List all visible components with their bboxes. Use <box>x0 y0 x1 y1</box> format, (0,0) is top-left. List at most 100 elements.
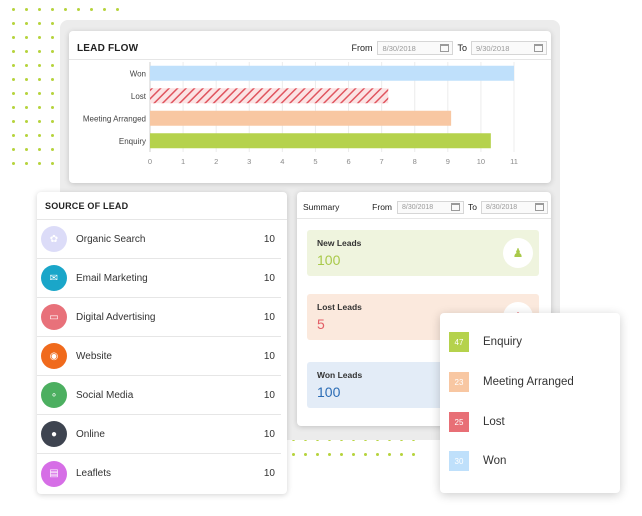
dot <box>400 453 403 456</box>
dot <box>352 453 355 456</box>
dot <box>12 8 15 11</box>
new-leads-value: 100 <box>317 252 341 268</box>
legend-label: Won <box>483 455 507 467</box>
lead-flow-title: LEAD FLOW <box>77 42 139 54</box>
legend-item: 30 Won <box>449 451 506 471</box>
source-item[interactable]: ✉ Email Marketing 10 <box>37 259 281 298</box>
summary-title: Summary <box>303 202 340 212</box>
to-date-value: 9/30/2018 <box>476 43 510 53</box>
source-list: ✿ Organic Search 10 ✉ Email Marketing 10… <box>37 219 287 493</box>
source-item[interactable]: ∘ Social Media 10 <box>37 376 281 415</box>
dot <box>12 120 15 123</box>
from-date-input[interactable]: 8/30/2018 <box>397 200 465 214</box>
dot <box>38 22 41 25</box>
legend-swatch: 25 <box>449 412 469 432</box>
won-leads-label: Won Leads <box>317 370 363 380</box>
lead-flow-header: LEAD FLOW From 8/30/2018 To 9/30/2018 <box>77 40 547 56</box>
lead-flow-chart-svg: 0 1 2 3 4 5 6 7 8 9 10 11 Won Lost Meeting Arranged Enq… <box>83 62 518 166</box>
x-tick-label: 0 <box>148 157 152 166</box>
source-count: 10 <box>263 389 275 401</box>
dot <box>51 106 54 109</box>
leaf-icon: ✿ <box>41 226 67 252</box>
dot <box>38 64 41 67</box>
y-category-label: Enquiry <box>119 137 146 146</box>
dot <box>51 64 54 67</box>
dot <box>51 8 54 11</box>
divider <box>69 59 551 60</box>
x-tick-label: 6 <box>346 157 350 166</box>
dot <box>376 453 379 456</box>
dot <box>38 162 41 165</box>
dot <box>25 92 28 95</box>
source-count: 10 <box>263 428 275 440</box>
dot <box>77 8 80 11</box>
y-category-label: Lost <box>131 92 147 101</box>
bar-enquiry <box>150 133 491 149</box>
won-leads-value: 100 <box>317 384 341 400</box>
dot <box>38 148 41 151</box>
globe-icon: ◉ <box>41 343 67 369</box>
dot <box>364 453 367 456</box>
dot <box>25 78 28 81</box>
dot <box>12 106 15 109</box>
source-item[interactable]: ▭ Digital Advertising 10 <box>37 298 281 337</box>
dot <box>38 120 41 123</box>
y-category-label: Meeting Arranged <box>83 114 146 123</box>
lead-flow-date-range: From 8/30/2018 To 9/30/2018 <box>351 41 547 55</box>
x-tick-label: 2 <box>214 157 218 166</box>
source-name: Leaflets <box>76 468 112 479</box>
source-count: 10 <box>263 272 275 284</box>
dot <box>12 50 15 53</box>
dot <box>38 106 41 109</box>
legend-label: Enquiry <box>483 336 522 348</box>
calendar-icon[interactable] <box>440 44 450 52</box>
dot <box>25 120 28 123</box>
source-name: Digital Advertising <box>76 311 156 323</box>
calendar-icon[interactable] <box>451 203 461 211</box>
from-date-input[interactable]: 8/30/2018 <box>377 41 454 55</box>
divider <box>297 218 551 219</box>
new-leads-tile: New Leads 100 ♟ <box>307 230 539 276</box>
dot <box>316 453 319 456</box>
dot <box>25 8 28 11</box>
from-label: From <box>351 43 373 53</box>
to-date-input[interactable]: 8/30/2018 <box>481 200 548 214</box>
x-tick-label: 10 <box>477 157 485 166</box>
source-count: 10 <box>263 350 275 362</box>
from-date-value: 8/30/2018 <box>382 43 416 53</box>
dot <box>25 106 28 109</box>
source-item[interactable]: ◉ Website 10 <box>37 337 281 376</box>
dot <box>38 8 41 11</box>
source-count: 10 <box>263 468 275 479</box>
legend-swatch: 47 <box>449 332 469 352</box>
lost-leads-value: 5 <box>317 316 325 332</box>
dot <box>340 453 343 456</box>
dot <box>12 148 15 151</box>
dot <box>51 120 54 123</box>
legend-item: 23 Meeting Arranged <box>449 372 574 392</box>
bar-meeting-arranged <box>150 110 452 126</box>
x-tick-label: 4 <box>280 157 284 166</box>
dot <box>25 64 28 67</box>
summary-date-range: From 8/30/2018 To 8/30/2018 <box>372 200 548 214</box>
source-item[interactable]: ▤ Leaflets 10 <box>37 454 281 493</box>
dot <box>38 78 41 81</box>
to-date-input[interactable]: 9/30/2018 <box>471 41 547 55</box>
lead-flow-card: LEAD FLOW From 8/30/2018 To 9/30/2018 0 1… <box>69 31 551 183</box>
x-tick-label: 1 <box>181 157 185 166</box>
source-item[interactable]: ✿ Organic Search 10 <box>37 220 281 259</box>
dot <box>12 78 15 81</box>
calendar-icon[interactable] <box>534 44 543 52</box>
x-tick-label: 9 <box>446 157 450 166</box>
source-item[interactable]: ● Online 10 <box>37 415 281 454</box>
calendar-icon[interactable] <box>535 203 544 211</box>
dot <box>51 22 54 25</box>
source-name: Social Media <box>76 389 134 401</box>
dot <box>12 92 15 95</box>
dot <box>51 78 54 81</box>
add-user-icon[interactable]: ♟ <box>503 238 533 268</box>
dot <box>38 134 41 137</box>
document-icon: ▤ <box>41 460 67 487</box>
dot <box>12 134 15 137</box>
bar-lost <box>150 88 389 104</box>
